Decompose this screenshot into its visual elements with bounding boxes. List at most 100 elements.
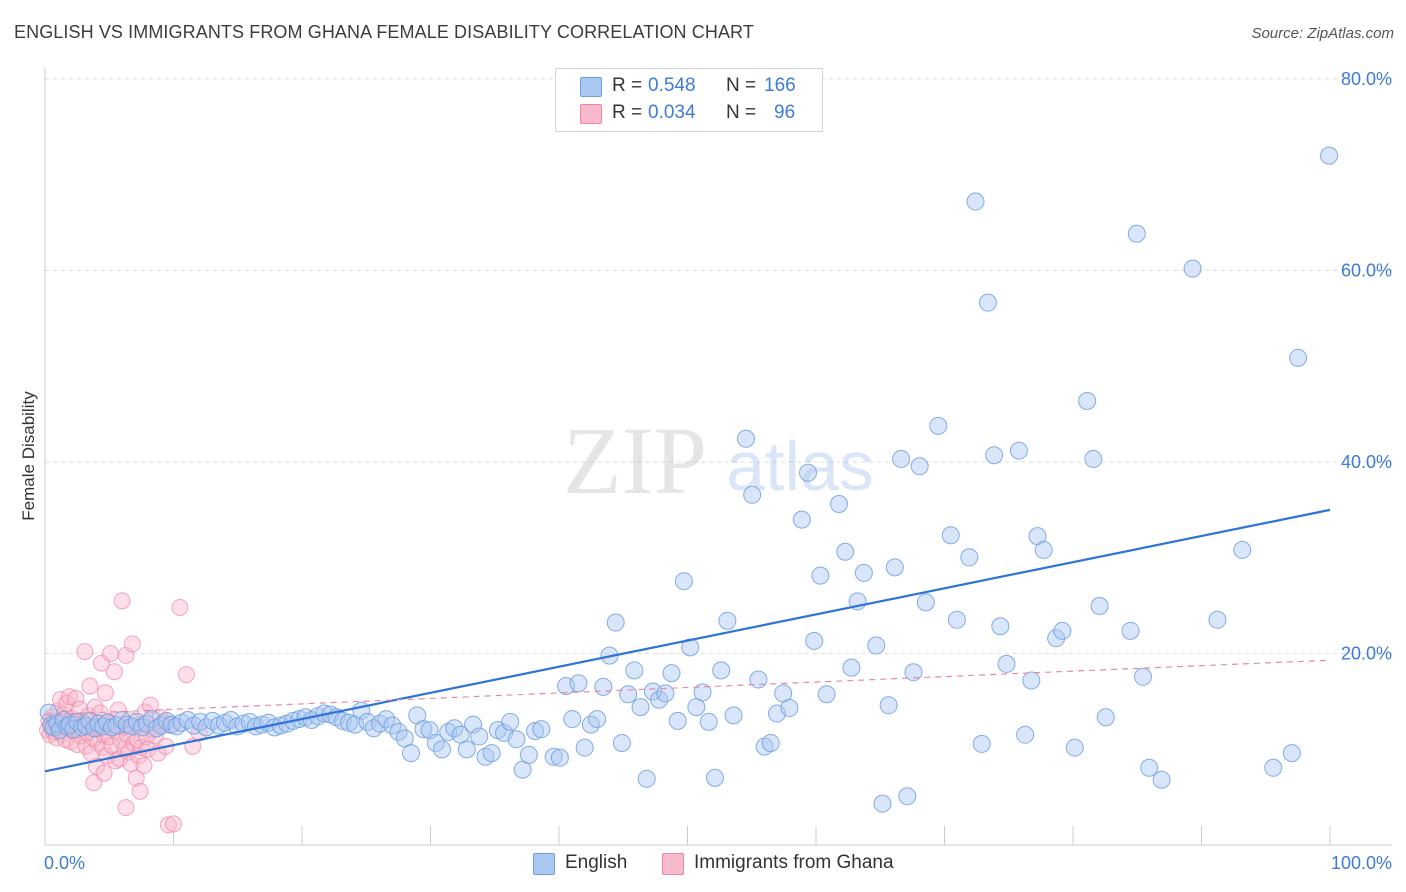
source-credit: Source: ZipAtlas.com bbox=[1251, 25, 1394, 42]
english-point bbox=[1208, 610, 1227, 629]
ghana-point bbox=[177, 666, 195, 684]
x-tick-label-end: 100.0% bbox=[1331, 853, 1392, 873]
english-point bbox=[1264, 758, 1283, 777]
english-point bbox=[705, 768, 724, 787]
english-point bbox=[1084, 449, 1103, 468]
ghana-point bbox=[117, 799, 135, 817]
english-point bbox=[966, 192, 985, 211]
english-point bbox=[107, 716, 126, 735]
english-point bbox=[662, 664, 681, 683]
ghana-point bbox=[165, 815, 182, 833]
english-point bbox=[1022, 671, 1041, 690]
english-point bbox=[433, 740, 452, 759]
english-point bbox=[830, 494, 849, 513]
bottom-english-swatch bbox=[533, 853, 555, 875]
english-point bbox=[364, 719, 383, 738]
english-point bbox=[339, 713, 358, 732]
english-point bbox=[457, 740, 476, 759]
english-point bbox=[1090, 597, 1109, 616]
english-point bbox=[1289, 348, 1308, 367]
english-point bbox=[892, 449, 911, 468]
english-point bbox=[1183, 259, 1202, 278]
english-point bbox=[625, 661, 644, 680]
english-point bbox=[1065, 738, 1084, 757]
english-point bbox=[619, 685, 638, 704]
bottom-ghana-swatch bbox=[662, 853, 684, 875]
english-point bbox=[550, 748, 569, 767]
english-point bbox=[1233, 540, 1252, 559]
watermark-zip: ZIP bbox=[563, 407, 707, 514]
english-point bbox=[879, 696, 898, 715]
english-point bbox=[799, 463, 818, 482]
english-point bbox=[1152, 770, 1171, 789]
english-point bbox=[1034, 540, 1053, 559]
ghana-point bbox=[113, 592, 131, 610]
grid-layer bbox=[45, 78, 1392, 654]
english-point bbox=[743, 485, 762, 504]
ghana-point bbox=[159, 816, 177, 834]
english-point bbox=[978, 293, 997, 312]
english-point bbox=[563, 710, 582, 729]
english-point bbox=[941, 526, 960, 545]
english-point bbox=[712, 661, 731, 680]
ghana-point bbox=[105, 663, 123, 681]
bottom-english-label: English bbox=[565, 852, 628, 873]
english-point bbox=[929, 416, 948, 435]
english-point bbox=[594, 677, 613, 696]
ghana-point bbox=[109, 701, 127, 719]
english-point bbox=[817, 685, 836, 704]
ghana-point bbox=[60, 688, 78, 706]
english-point bbox=[811, 566, 830, 585]
ghana-point bbox=[102, 645, 120, 662]
english-point bbox=[1047, 629, 1066, 648]
english-point bbox=[526, 722, 545, 741]
ghana-r-value: 0.034 bbox=[648, 102, 696, 123]
english-r-label: R = bbox=[612, 75, 643, 96]
x-tick-label-start: 0.0% bbox=[44, 853, 85, 873]
english-point bbox=[898, 787, 917, 806]
english-point bbox=[142, 710, 161, 729]
english-point bbox=[991, 617, 1010, 636]
english-point bbox=[1140, 758, 1159, 777]
ghana-trendline bbox=[44, 659, 1331, 716]
english-point bbox=[519, 745, 538, 764]
y-tick-label: 60.0% bbox=[1341, 261, 1392, 281]
watermark-atlas: atlas bbox=[726, 427, 874, 505]
english-point bbox=[736, 429, 755, 448]
english-point bbox=[1127, 224, 1146, 243]
english-point bbox=[631, 698, 650, 717]
english-swatch bbox=[580, 77, 602, 97]
english-point bbox=[414, 720, 433, 739]
english-point bbox=[668, 711, 687, 730]
english-point bbox=[873, 794, 892, 813]
english-point bbox=[947, 610, 966, 629]
english-point bbox=[1282, 744, 1301, 763]
english-point bbox=[532, 720, 551, 739]
english-point bbox=[836, 542, 855, 561]
english-point bbox=[910, 457, 929, 476]
ghana-point bbox=[67, 690, 85, 708]
english-point bbox=[1053, 621, 1072, 640]
english-point bbox=[1096, 708, 1115, 727]
english-n-value: 166 bbox=[764, 75, 796, 96]
english-point bbox=[749, 670, 768, 689]
watermark: ZIP atlas bbox=[563, 407, 874, 514]
ghana-r-label: R = bbox=[612, 102, 643, 123]
english-point bbox=[656, 684, 675, 703]
english-point bbox=[575, 738, 594, 757]
english-point bbox=[1016, 725, 1035, 744]
english-points bbox=[39, 146, 1339, 813]
ghana-point bbox=[127, 769, 145, 787]
english-point bbox=[724, 706, 743, 725]
english-point bbox=[904, 663, 923, 682]
ghana-point bbox=[81, 677, 99, 695]
english-point bbox=[507, 730, 526, 749]
english-point bbox=[470, 727, 489, 746]
ghana-swatch bbox=[580, 104, 602, 124]
ghana-point bbox=[95, 764, 113, 782]
y-tick-label: 20.0% bbox=[1341, 644, 1392, 664]
ghana-point bbox=[76, 643, 94, 661]
english-point bbox=[157, 711, 176, 730]
bottom-ghana-label: Immigrants from Ghana bbox=[694, 852, 894, 873]
